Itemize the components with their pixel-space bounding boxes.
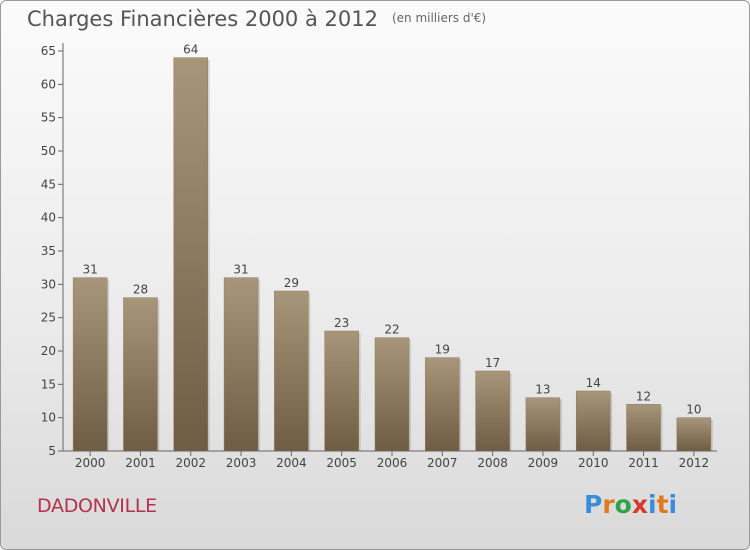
x-tick-label: 2012 [679, 456, 710, 470]
x-tick-label: 2008 [477, 456, 508, 470]
x-tick-label: 2000 [75, 456, 106, 470]
bar-value-label: 31 [233, 263, 248, 277]
bar-value-label: 23 [334, 316, 349, 330]
bar-value-label: 28 [133, 283, 148, 297]
logo-letter: o [614, 490, 632, 519]
bar-2010 [575, 390, 611, 452]
y-tick-label: 60 [41, 77, 56, 91]
y-tick-label: 10 [41, 411, 56, 425]
commune-name: DADONVILLE [37, 495, 157, 517]
proxiti-logo: Proxiti [584, 490, 677, 519]
y-tick-label: 5 [48, 444, 56, 458]
x-tick-label: 2002 [175, 456, 206, 470]
y-tick-label: 15 [41, 377, 56, 391]
bar-value-label: 19 [435, 343, 450, 357]
logo-letter: x [631, 490, 648, 519]
y-tick-label: 40 [41, 211, 56, 225]
chart-title-block: Charges Financières 2000 à 2012 (en milli… [27, 7, 486, 31]
y-tick-label: 55 [41, 111, 56, 125]
bar-value-label: 13 [535, 383, 550, 397]
bar-value-label: 14 [586, 376, 601, 390]
chart-title: Charges Financières 2000 à 2012 [27, 7, 378, 31]
x-tick-label: 2007 [427, 456, 458, 470]
logo-letter: i [668, 490, 678, 519]
y-tick-label: 30 [41, 277, 56, 291]
bar-2005 [324, 330, 359, 452]
bar-value-label: 22 [384, 323, 399, 337]
bar-2004 [274, 290, 309, 452]
logo-letter: P [584, 490, 603, 519]
x-tick-label: 2003 [226, 456, 257, 470]
bar-value-label: 64 [183, 43, 198, 57]
y-tick-label: 50 [41, 144, 56, 158]
y-tick-label: 65 [41, 44, 56, 58]
y-tick-label: 20 [41, 344, 56, 358]
y-tick-label: 25 [41, 311, 56, 325]
bar-2000 [72, 277, 108, 452]
x-tick-label: 2004 [276, 456, 307, 470]
logo-letter: i [648, 490, 657, 519]
bar-2002 [173, 57, 209, 452]
bar-2006 [374, 337, 410, 452]
bar-value-label: 31 [83, 263, 98, 277]
bar-2003 [223, 277, 259, 452]
bar-2009 [525, 397, 561, 452]
bar-2007 [425, 357, 460, 452]
bar-value-label: 12 [636, 389, 651, 403]
x-tick-label: 2001 [125, 456, 156, 470]
y-tick-label: 45 [41, 177, 56, 191]
logo-letter: t [656, 490, 669, 519]
x-tick-label: 2005 [326, 456, 357, 470]
logo-letter: r [602, 490, 615, 519]
x-tick-label: 2006 [377, 456, 408, 470]
bar-value-label: 10 [686, 403, 701, 417]
x-tick-label: 2009 [528, 456, 559, 470]
bar-2011 [626, 404, 661, 452]
bar-value-label: 29 [284, 276, 299, 290]
bar-2012 [676, 417, 712, 452]
x-tick-label: 2011 [628, 456, 659, 470]
bar-2008 [475, 370, 510, 452]
bar-value-label: 17 [485, 356, 500, 370]
bar-2001 [123, 297, 158, 452]
y-tick-label: 35 [41, 244, 56, 258]
chart-subtitle: (en milliers d'€) [391, 11, 487, 25]
x-tick-label: 2010 [578, 456, 609, 470]
